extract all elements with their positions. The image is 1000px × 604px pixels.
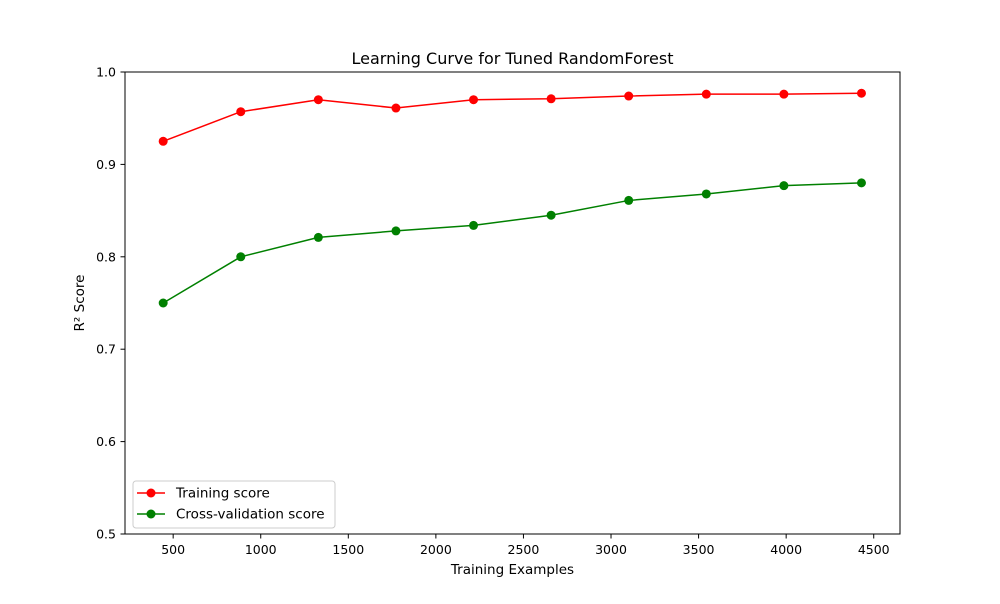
y-tick-label: 0.8 [96,249,116,264]
series-line-training [162,92,862,143]
legend-label-cross-validation: Cross-validation score [176,507,325,523]
chart-title: Learning Curve for Tuned RandomForest [352,49,674,68]
x-tick-label: 1000 [245,542,277,557]
plot-area [124,71,901,535]
legend: Training score Cross-validation score [132,480,336,529]
legend-box [132,480,336,529]
y-axis-label: R² Score [72,275,88,332]
x-axis-ticks: 500 1000 1500 2000 2500 3000 3500 4000 4500 [161,534,890,557]
legend-label-training: Training score [175,486,270,502]
y-tick-label: 1.0 [96,65,116,80]
data-point-training [236,107,246,117]
data-point-cross-validation [546,210,556,220]
data-point-training [546,94,556,104]
data-point-cross-validation [624,195,634,205]
data-point-cross-validation [236,252,246,262]
x-tick-label: 2000 [420,542,452,557]
data-point-training [158,136,168,146]
data-point-training [779,89,789,99]
data-point-cross-validation [856,178,866,188]
series-training [158,88,866,146]
data-point-training [856,88,866,98]
data-point-cross-validation [701,189,711,199]
y-tick-label: 0.6 [96,434,116,449]
x-tick-label: 4500 [858,542,890,557]
series-layer [158,88,866,308]
data-point-cross-validation [391,226,401,236]
y-tick-label: 0.7 [96,342,116,357]
data-point-cross-validation [779,181,789,191]
series-line-cross-validation [162,182,862,304]
data-point-training [701,89,711,99]
x-tick-label: 3500 [683,542,715,557]
x-tick-label: 3000 [595,542,627,557]
data-point-training [624,91,634,101]
y-axis-ticks: 0.5 0.6 0.7 0.8 0.9 1.0 [96,65,125,542]
x-tick-label: 1500 [332,542,364,557]
data-point-training [391,103,401,113]
data-point-training [313,95,323,105]
data-point-cross-validation [469,220,479,230]
axes-frame [124,71,901,535]
x-tick-label: 4000 [770,542,802,557]
legend-marker-cross-validation [146,509,156,519]
x-tick-label: 500 [161,542,185,557]
y-tick-label: 0.5 [96,527,116,542]
x-tick-label: 2500 [508,542,540,557]
legend-marker-training [146,488,156,498]
y-tick-label: 0.9 [96,157,116,172]
series-cross-validation [158,178,866,308]
data-point-training [469,95,479,105]
data-point-cross-validation [158,298,168,308]
x-axis-label: Training Examples [450,562,574,578]
data-point-cross-validation [313,232,323,242]
